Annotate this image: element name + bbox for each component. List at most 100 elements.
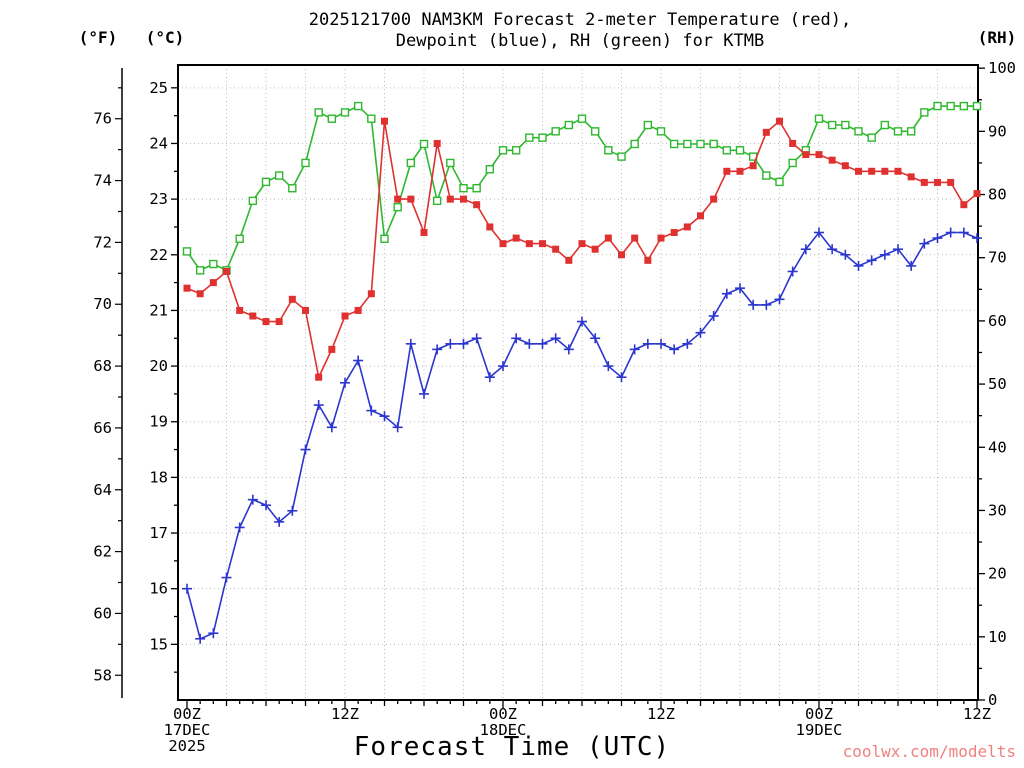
relative-humidity-marker	[288, 184, 297, 193]
2-meter-dewpoint-marker	[182, 583, 192, 594]
relative-humidity-marker	[525, 133, 534, 142]
2-meter-temperature-series	[183, 117, 981, 381]
rh-tick-label: 70	[988, 249, 1007, 267]
relative-humidity-marker	[893, 127, 903, 136]
2-meter-temperature-marker	[815, 151, 823, 159]
2-meter-temperature-marker	[367, 290, 375, 298]
x-tick-label: 12Z	[331, 705, 359, 723]
2-meter-temperature-marker	[565, 256, 573, 264]
2-meter-dewpoint-marker	[419, 388, 429, 399]
2-meter-temperature-marker	[499, 240, 507, 248]
2-meter-temperature-marker	[591, 245, 599, 253]
relative-humidity-marker	[235, 234, 244, 243]
2-meter-dewpoint-marker	[524, 338, 535, 349]
2-meter-dewpoint-marker	[274, 516, 285, 527]
2-meter-dewpoint-marker	[340, 377, 350, 388]
relative-humidity-marker	[933, 101, 942, 111]
fahrenheit-tick-label: 68	[93, 357, 112, 375]
fahrenheit-tick-label: 64	[93, 481, 112, 499]
relative-humidity-marker	[419, 139, 429, 149]
2-meter-temperature-marker	[749, 162, 757, 170]
relative-humidity-marker	[814, 114, 824, 123]
2-meter-dewpoint-marker	[708, 310, 719, 321]
rh-tick-label: 50	[988, 375, 1007, 393]
2-meter-temperature-marker	[644, 256, 652, 264]
2-meter-temperature-marker	[578, 240, 586, 248]
relative-humidity-marker	[182, 247, 192, 256]
2-meter-dewpoint-marker	[498, 361, 508, 372]
2-meter-dewpoint-marker	[629, 344, 640, 355]
relative-humidity-marker	[643, 120, 653, 130]
celsius-tick-label: 21	[149, 301, 168, 319]
2-meter-dewpoint-marker	[866, 255, 877, 266]
2-meter-temperature-marker	[183, 284, 191, 292]
x-tick-label: 00Z	[173, 705, 201, 723]
relative-humidity-marker	[511, 146, 521, 155]
celsius-tick-label: 15	[149, 635, 168, 653]
2-meter-dewpoint-marker	[800, 244, 811, 255]
2-meter-dewpoint-marker	[484, 372, 495, 383]
x-axis-label: Forecast Time (UTC)	[353, 732, 671, 762]
relative-humidity-marker	[380, 234, 389, 243]
celsius-tick-label: 17	[149, 524, 168, 542]
2-meter-temperature-marker	[907, 173, 915, 181]
fahrenheit-axis-header: (°F)	[78, 28, 118, 47]
2-meter-dewpoint-marker	[261, 500, 271, 511]
2-meter-temperature-marker	[881, 167, 889, 175]
2-meter-dewpoint-marker	[590, 333, 601, 344]
relative-humidity-marker	[393, 202, 402, 212]
celsius-tick-label: 22	[149, 246, 168, 264]
relative-humidity-marker	[353, 101, 363, 111]
2-meter-temperature-marker	[473, 201, 481, 209]
fahrenheit-tick-label: 60	[93, 604, 112, 622]
relative-humidity-marker	[669, 139, 679, 149]
2-meter-temperature-marker	[855, 167, 862, 175]
2-meter-dewpoint-marker	[840, 249, 851, 260]
gridlines	[178, 65, 978, 700]
2-meter-temperature-marker	[275, 318, 283, 326]
2-meter-temperature-marker	[973, 190, 981, 198]
x-tick-label: 12Z	[963, 705, 991, 723]
celsius-tick-label: 19	[149, 413, 168, 431]
2-meter-temperature-marker	[762, 128, 770, 136]
2-meter-dewpoint-marker	[234, 522, 245, 533]
rh-tick-label: 80	[988, 186, 1007, 204]
relative-humidity-marker	[301, 158, 310, 168]
relative-humidity-marker	[367, 114, 376, 123]
2-meter-temperature-marker	[354, 306, 362, 314]
2-meter-temperature-marker	[683, 223, 691, 231]
2-meter-temperature-marker	[525, 240, 533, 248]
2-meter-dewpoint-marker	[313, 400, 324, 411]
rh-tick-label: 20	[988, 565, 1007, 583]
2-meter-dewpoint-marker	[563, 344, 574, 355]
fahrenheit-tick-label: 58	[93, 666, 112, 684]
relative-humidity-marker	[854, 127, 863, 136]
2-meter-dewpoint-marker	[656, 338, 666, 349]
relative-humidity-marker	[406, 158, 416, 168]
2-meter-temperature-marker	[802, 151, 810, 159]
relative-humidity-marker	[564, 120, 574, 130]
axis-ticks	[171, 67, 985, 709]
relative-humidity-marker	[972, 101, 982, 111]
relative-humidity-marker	[314, 108, 323, 117]
relative-humidity-marker	[472, 184, 481, 193]
2-meter-temperature-marker	[315, 373, 323, 381]
relative-humidity-marker	[762, 171, 771, 180]
2-meter-temperature-marker	[394, 195, 402, 203]
2-meter-temperature-marker	[512, 234, 520, 242]
2-meter-dewpoint-marker	[919, 238, 930, 249]
2-meter-dewpoint-marker	[682, 338, 693, 349]
2-meter-dewpoint-marker	[379, 411, 390, 422]
relative-humidity-marker	[630, 139, 639, 149]
2-meter-dewpoint-marker	[761, 299, 772, 310]
2-meter-dewpoint-marker	[603, 361, 614, 372]
2-meter-dewpoint-marker	[748, 299, 759, 310]
relative-humidity-marker	[498, 146, 508, 155]
2-meter-dewpoint-marker	[853, 260, 864, 271]
2-meter-temperature-marker	[841, 162, 849, 170]
2-meter-dewpoint-marker	[669, 344, 680, 355]
x-tick-label: 00Z	[489, 705, 517, 723]
relative-humidity-marker	[209, 259, 218, 269]
